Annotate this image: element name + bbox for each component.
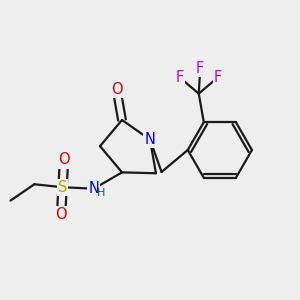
- Text: O: O: [111, 82, 122, 97]
- Text: H: H: [96, 188, 105, 199]
- Text: N: N: [145, 132, 155, 147]
- Text: F: F: [196, 61, 204, 76]
- Text: S: S: [58, 180, 67, 195]
- Text: O: O: [55, 207, 67, 222]
- Text: N: N: [88, 181, 99, 196]
- Text: F: F: [214, 70, 222, 85]
- Text: F: F: [175, 70, 184, 85]
- Text: O: O: [58, 152, 70, 167]
